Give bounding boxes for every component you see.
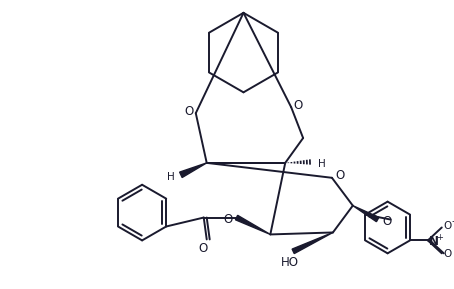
Text: O: O (444, 221, 452, 231)
Text: O: O (198, 242, 207, 255)
Text: O: O (335, 169, 345, 182)
Text: O: O (294, 99, 303, 112)
Polygon shape (292, 232, 333, 253)
Text: O: O (223, 213, 232, 226)
Text: -: - (452, 216, 454, 227)
Polygon shape (236, 215, 270, 234)
Text: O: O (184, 105, 193, 118)
Text: O: O (444, 249, 452, 259)
Text: O: O (382, 215, 391, 228)
Polygon shape (353, 205, 379, 222)
Text: N: N (429, 235, 439, 248)
Text: +: + (436, 233, 443, 242)
Polygon shape (180, 163, 207, 177)
Text: H: H (167, 172, 175, 182)
Text: HO: HO (281, 256, 299, 269)
Text: H: H (318, 159, 326, 169)
